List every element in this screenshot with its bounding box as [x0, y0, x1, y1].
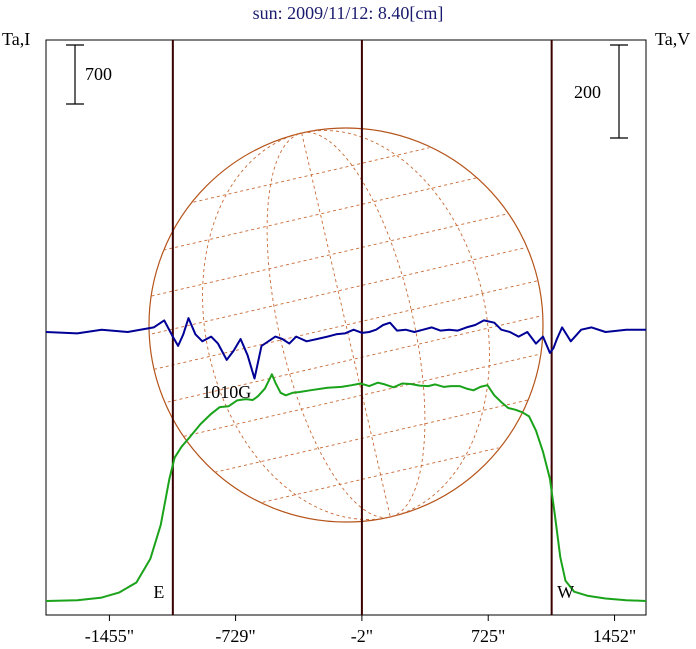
polarization-series-line: [45, 317, 646, 380]
polarization-scale-label: 200: [574, 82, 601, 102]
x-tick-label: -2": [351, 626, 373, 646]
x-tick-label: 1452": [593, 626, 636, 646]
limb-label-w: W: [557, 582, 574, 602]
polarization-scale-bar: [610, 44, 628, 139]
limb-label-e: E: [153, 582, 164, 602]
left-axis-label: Ta,I: [2, 29, 30, 49]
x-tick-label: 725": [471, 626, 505, 646]
intensity-scale-label: 700: [85, 64, 112, 84]
solar-disk-grid: [151, 130, 541, 520]
x-tick-label: -729": [215, 626, 255, 646]
plot-frame: [45, 39, 647, 616]
intensity-scale-bar: [66, 44, 84, 105]
right-axis-label: Ta,V: [655, 29, 690, 49]
solar-disk: [148, 127, 544, 523]
field-strength-annotation: 1010G: [202, 382, 251, 402]
intensity-series-line: [45, 373, 647, 602]
chart-title: sun: 2009/11/12: 8.40[cm]: [253, 3, 444, 23]
solar-disk-limb: [148, 127, 544, 523]
x-tick-label: -1455": [85, 626, 134, 646]
